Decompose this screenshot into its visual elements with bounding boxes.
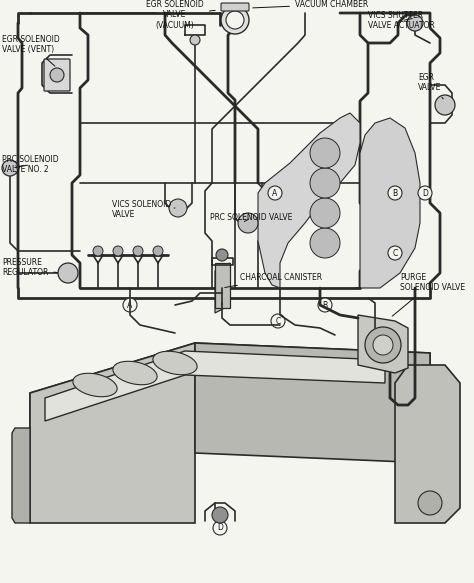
Text: EGR SOLENOID
VALVE
(VACUUM): EGR SOLENOID VALVE (VACUUM)	[146, 0, 215, 30]
Circle shape	[373, 335, 393, 355]
Circle shape	[190, 35, 200, 45]
Text: B: B	[322, 300, 328, 310]
Text: D: D	[217, 524, 223, 532]
Circle shape	[50, 68, 64, 82]
Circle shape	[388, 186, 402, 200]
Circle shape	[418, 186, 432, 200]
Circle shape	[365, 327, 401, 363]
Circle shape	[271, 314, 285, 328]
Text: EGR
VALVE: EGR VALVE	[418, 73, 443, 99]
Circle shape	[238, 213, 258, 233]
Text: CHARCOAL CANISTER: CHARCOAL CANISTER	[225, 273, 322, 287]
Text: A: A	[128, 300, 133, 310]
Text: VICS SOLENOID
VALVE: VICS SOLENOID VALVE	[112, 200, 175, 219]
Ellipse shape	[113, 361, 157, 385]
Circle shape	[268, 186, 282, 200]
Polygon shape	[358, 315, 408, 373]
Circle shape	[133, 246, 143, 256]
FancyBboxPatch shape	[44, 59, 70, 91]
Polygon shape	[195, 343, 430, 463]
Circle shape	[123, 298, 137, 312]
Polygon shape	[355, 118, 420, 288]
Circle shape	[435, 95, 455, 115]
Circle shape	[169, 199, 187, 217]
Circle shape	[93, 246, 103, 256]
Polygon shape	[30, 343, 195, 523]
Text: PRESSURE
REGULATOR: PRESSURE REGULATOR	[2, 258, 57, 278]
Circle shape	[58, 263, 78, 283]
Circle shape	[221, 6, 249, 34]
Ellipse shape	[153, 352, 197, 375]
Circle shape	[216, 249, 228, 261]
Text: C: C	[392, 248, 398, 258]
Text: EGR SOLENOID
VALVE (VENT): EGR SOLENOID VALVE (VENT)	[2, 35, 60, 66]
Polygon shape	[215, 263, 230, 313]
Text: PRC SOLENOID VALVE: PRC SOLENOID VALVE	[210, 213, 292, 222]
Circle shape	[310, 198, 340, 228]
Text: PURGE
SOLENOID VALVE: PURGE SOLENOID VALVE	[392, 273, 465, 316]
Circle shape	[310, 168, 340, 198]
Circle shape	[212, 507, 228, 523]
Bar	[215, 263, 230, 308]
Ellipse shape	[73, 373, 117, 397]
Circle shape	[418, 491, 442, 515]
Circle shape	[2, 160, 18, 176]
Text: C: C	[275, 317, 281, 325]
FancyBboxPatch shape	[221, 3, 249, 11]
Circle shape	[310, 228, 340, 258]
Circle shape	[226, 11, 244, 29]
Circle shape	[213, 521, 227, 535]
Text: D: D	[422, 188, 428, 198]
Circle shape	[318, 298, 332, 312]
Polygon shape	[395, 365, 460, 523]
Polygon shape	[30, 343, 430, 438]
Circle shape	[407, 15, 423, 31]
Circle shape	[310, 138, 340, 168]
Circle shape	[153, 246, 163, 256]
Polygon shape	[12, 428, 30, 523]
Circle shape	[113, 246, 123, 256]
Text: B: B	[392, 188, 398, 198]
Text: PRC SOLENOID
VALVE NO. 2: PRC SOLENOID VALVE NO. 2	[2, 155, 59, 174]
Circle shape	[388, 246, 402, 260]
Polygon shape	[258, 113, 360, 288]
Text: VICS SHUTTER
VALVE ACTUATOR: VICS SHUTTER VALVE ACTUATOR	[368, 11, 435, 30]
Text: VACUUM CHAMBER: VACUUM CHAMBER	[253, 0, 368, 9]
Polygon shape	[45, 351, 385, 421]
Text: A: A	[273, 188, 278, 198]
